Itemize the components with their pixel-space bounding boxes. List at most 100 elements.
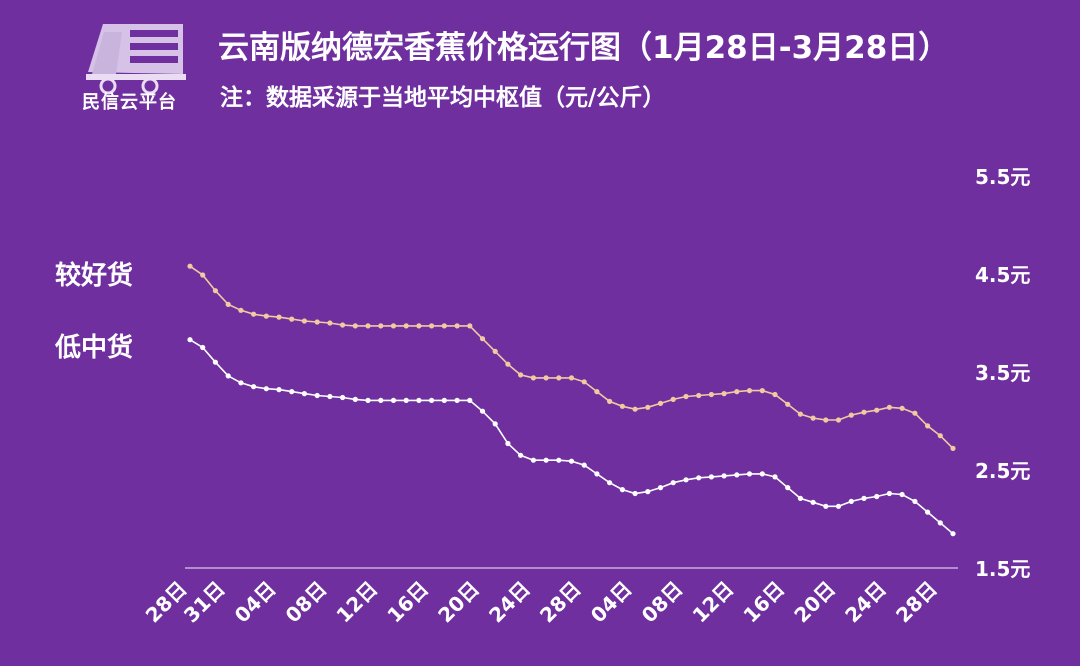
- series-label-low: 低中货: [55, 333, 134, 363]
- data-point: [289, 316, 295, 322]
- data-point: [696, 475, 702, 481]
- y-tick-label: 3.5元: [975, 361, 1030, 385]
- data-point: [238, 307, 244, 313]
- data-point: [225, 301, 231, 307]
- data-point: [289, 389, 295, 395]
- data-point: [543, 375, 549, 381]
- x-tick-label: 28日: [891, 577, 942, 628]
- x-tick-label: 12日: [331, 577, 382, 628]
- data-point: [899, 405, 905, 411]
- data-point: [518, 372, 524, 378]
- chart-subtitle: 注：数据采源于当地平均中枢值（元/公斤）: [220, 85, 666, 111]
- x-tick-label: 24日: [484, 577, 535, 628]
- truck-logo-icon: [86, 24, 186, 95]
- data-point: [212, 288, 218, 294]
- data-point: [378, 397, 384, 403]
- x-tick-label: 31日: [179, 577, 230, 628]
- y-tick-label: 4.5元: [975, 263, 1030, 287]
- data-point: [479, 408, 486, 414]
- x-tick-label: 24日: [840, 577, 891, 628]
- data-point: [772, 474, 778, 480]
- data-point: [530, 457, 537, 463]
- data-point: [861, 495, 867, 501]
- x-tick-label: 16日: [738, 577, 789, 628]
- data-point: [390, 323, 397, 329]
- data-point: [340, 322, 346, 328]
- data-point: [314, 392, 320, 399]
- x-tick-label: 08日: [637, 577, 688, 628]
- data-point: [492, 421, 498, 427]
- data-point: [556, 457, 562, 463]
- data-point: [581, 462, 587, 468]
- data-point: [950, 531, 956, 537]
- data-point: [479, 336, 486, 342]
- data-point: [454, 323, 460, 329]
- x-tick-label: 28日: [141, 577, 192, 628]
- series-label-good: 较好货: [55, 261, 134, 291]
- data-point: [263, 386, 269, 392]
- data-point: [403, 397, 409, 403]
- data-point: [518, 452, 524, 458]
- data-point: [810, 499, 816, 505]
- data-point: [467, 397, 473, 403]
- data-point: [950, 445, 956, 451]
- data-point: [874, 493, 880, 500]
- data-point: [670, 480, 676, 486]
- data-point: [746, 388, 753, 394]
- data-point: [441, 397, 447, 403]
- data-point: [785, 401, 791, 407]
- x-tick-label: 08日: [281, 577, 332, 628]
- data-point: [225, 373, 231, 379]
- data-point: [912, 410, 918, 416]
- data-point: [619, 487, 626, 493]
- x-tick-label: 28日: [535, 577, 586, 628]
- data-point: [251, 384, 257, 390]
- data-point: [581, 379, 587, 385]
- data-point: [403, 323, 409, 329]
- data-point: [441, 323, 447, 329]
- data-point: [772, 391, 778, 398]
- data-point: [187, 337, 193, 343]
- x-tick-label: 12日: [688, 577, 739, 628]
- data-point: [823, 417, 829, 423]
- data-point: [874, 407, 880, 413]
- data-point: [683, 477, 689, 483]
- data-point: [594, 471, 600, 477]
- data-point: [734, 472, 740, 478]
- data-point: [390, 397, 397, 403]
- data-point: [797, 495, 804, 501]
- data-point: [212, 359, 218, 365]
- data-point: [568, 458, 575, 464]
- data-point: [340, 394, 346, 401]
- data-point: [708, 391, 715, 398]
- data-point: [429, 397, 435, 403]
- data-point: [530, 375, 537, 381]
- data-point: [301, 391, 307, 397]
- data-point: [785, 485, 791, 491]
- data-point: [823, 503, 829, 509]
- data-point: [835, 503, 842, 509]
- data-point: [505, 361, 511, 367]
- data-point: [619, 403, 626, 409]
- data-point: [912, 498, 918, 504]
- data-point: [848, 412, 854, 418]
- data-point: [200, 344, 206, 351]
- data-point: [238, 380, 244, 386]
- y-tick-label: 1.5元: [975, 557, 1030, 581]
- data-point: [251, 311, 257, 317]
- data-point: [327, 393, 333, 400]
- data-point: [454, 397, 460, 403]
- data-point: [416, 323, 422, 329]
- data-point: [365, 323, 371, 329]
- data-point: [632, 406, 638, 412]
- x-tick-label: 04日: [586, 577, 637, 628]
- data-point: [657, 485, 664, 491]
- data-point: [861, 409, 867, 415]
- data-point: [925, 509, 931, 515]
- data-point: [835, 417, 842, 423]
- data-point: [886, 490, 893, 497]
- x-tick-label: 20日: [789, 577, 840, 628]
- data-point: [734, 389, 740, 395]
- data-point: [683, 393, 689, 400]
- data-point: [301, 318, 307, 324]
